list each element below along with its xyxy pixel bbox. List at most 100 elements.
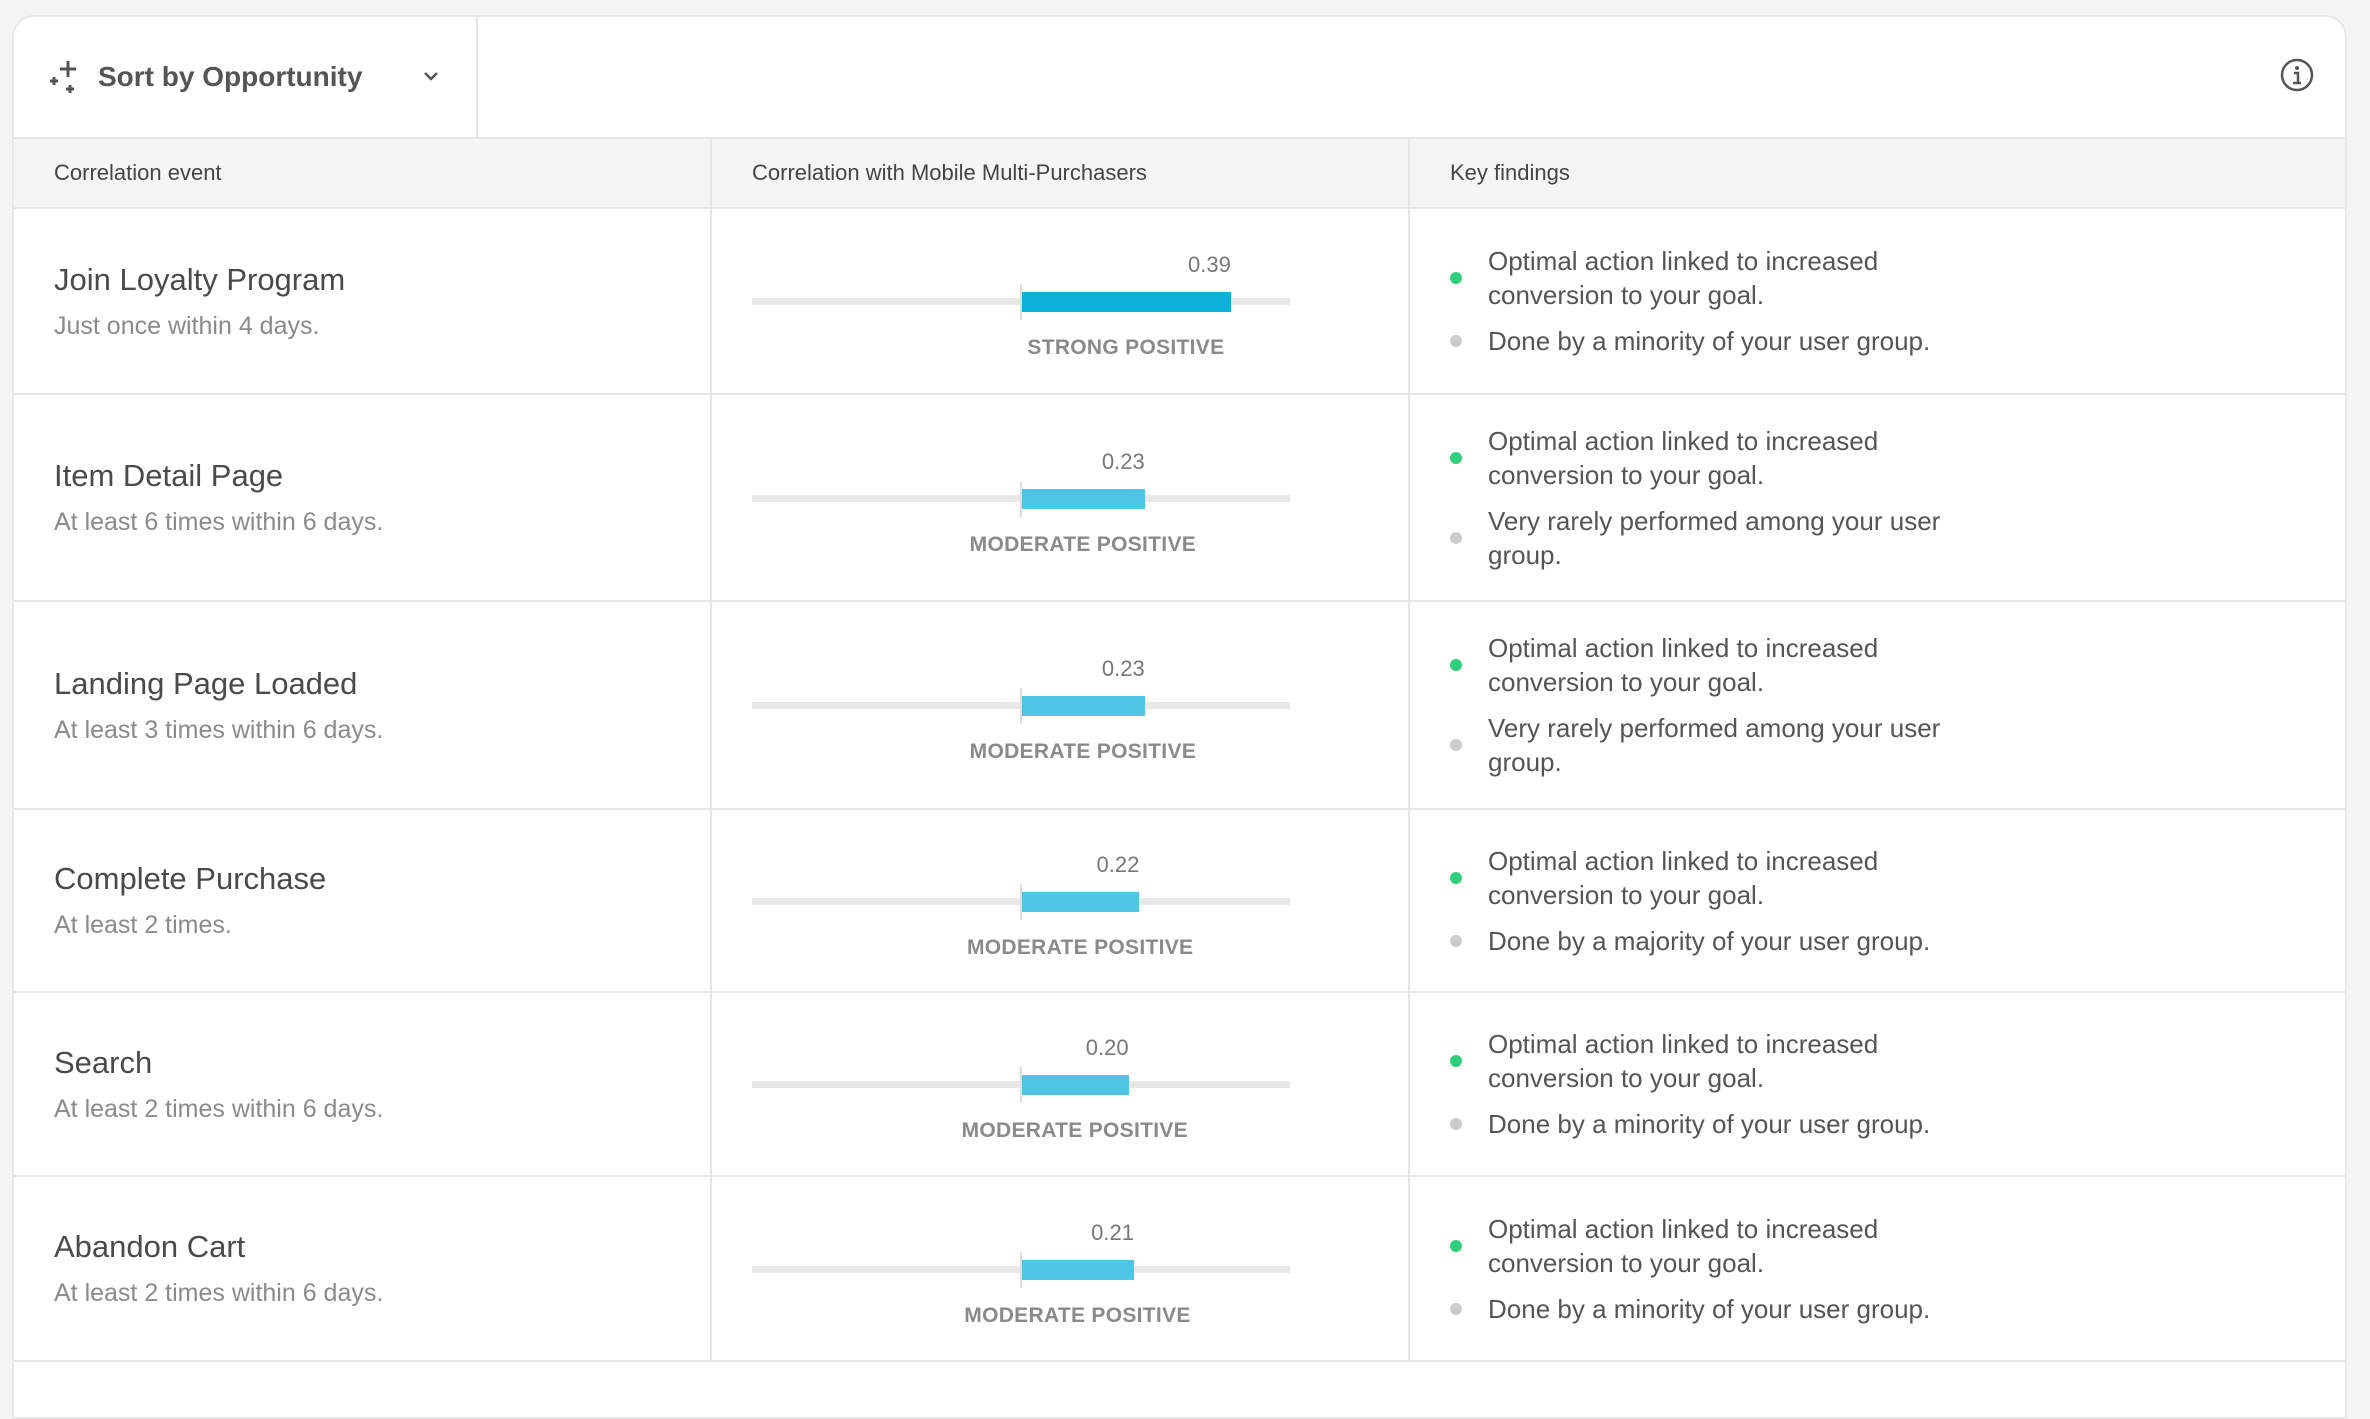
finding-text: Done by a minority of your user group. (1488, 1109, 1931, 1139)
event-condition: At least 2 times. (54, 911, 232, 939)
correlation-value: 0.39 (1187, 252, 1231, 277)
correlation-bar (1022, 1259, 1134, 1280)
correlation-cell: 0.23 MODERATE POSITIVE (712, 602, 1410, 808)
findings-cell: Optimal action linked to increased conve… (1410, 993, 2345, 1175)
event-cell: Search At least 2 times within 6 days. (14, 993, 712, 1175)
correlation-cell: 0.20 MODERATE POSITIVE (712, 993, 1410, 1175)
finding-item: Optimal action linked to increased conve… (1450, 1027, 2345, 1095)
zero-line (1020, 480, 1022, 517)
correlation-bar (1022, 696, 1145, 716)
event-condition: At least 2 times within 6 days. (54, 1279, 384, 1307)
correlation-bar (1022, 292, 1231, 312)
findings-cell: Optimal action linked to increased conve… (1410, 395, 2345, 600)
zero-line (1020, 1067, 1022, 1103)
correlation-panel: Sort by Opportunity Correlation event Co… (12, 15, 2347, 1419)
event-condition: Just once within 4 days. (54, 311, 320, 340)
finding-item: Optimal action linked to increased conve… (1450, 244, 2345, 312)
correlation-bar (1022, 488, 1145, 509)
positive-status-dot-icon (1450, 1239, 1462, 1252)
correlation-strength: MODERATE POSITIVE (969, 740, 1197, 763)
event-condition: At least 3 times within 6 days. (54, 715, 384, 744)
correlation-strength: MODERATE POSITIVE (964, 1303, 1191, 1327)
finding-item: Very rarely performed among your user gr… (1450, 711, 2345, 779)
toolbar: Sort by Opportunity (14, 17, 2345, 139)
zero-line (1020, 284, 1022, 320)
event-cell: Landing Page Loaded At least 3 times wit… (14, 602, 712, 808)
sparkle-icon (50, 61, 76, 93)
correlation-value: 0.23 (1101, 656, 1145, 681)
correlation-value: 0.22 (1096, 851, 1140, 877)
correlation-cell: 0.22 MODERATE POSITIVE (712, 810, 1410, 991)
finding-item: Optimal action linked to increased conve… (1450, 844, 2345, 912)
correlation-value: 0.21 (1091, 1219, 1134, 1245)
correlation-bar (1022, 891, 1140, 912)
sort-label: Sort by Opportunity (98, 61, 363, 92)
table-row[interactable]: Landing Page Loaded At least 3 times wit… (14, 602, 2345, 810)
table-body: Join Loyalty Program Just once within 4 … (14, 209, 2345, 1362)
finding-text: Done by a minority of your user group. (1488, 1293, 1931, 1324)
finding-item: Optimal action linked to increased conve… (1450, 1212, 2345, 1280)
table-row[interactable]: Complete Purchase At least 2 times. 0.22… (14, 810, 2345, 993)
event-cell: Item Detail Page At least 6 times within… (14, 395, 712, 600)
event-name: Search (54, 1044, 153, 1080)
finding-text: Done by a majority of your user group. (1488, 925, 1931, 956)
neutral-status-dot-icon (1450, 1118, 1462, 1130)
positive-status-dot-icon (1450, 659, 1462, 671)
neutral-status-dot-icon (1450, 531, 1462, 544)
correlation-value: 0.23 (1101, 448, 1145, 474)
correlation-strength: MODERATE POSITIVE (961, 1119, 1188, 1142)
finding-text: Optimal action linked to increased conve… (1488, 1029, 1879, 1093)
finding-text: Optimal action linked to increased conve… (1488, 633, 1879, 697)
finding-item: Done by a majority of your user group. (1450, 924, 2345, 958)
finding-text: Optimal action linked to increased conve… (1488, 246, 1879, 310)
finding-item: Very rarely performed among your user gr… (1450, 504, 2345, 572)
table-row[interactable]: Abandon Cart At least 2 times within 6 d… (14, 1177, 2345, 1362)
table-header: Correlation event Correlation with Mobil… (14, 139, 2345, 209)
finding-text: Optimal action linked to increased conve… (1488, 845, 1879, 910)
event-name: Item Detail Page (54, 458, 284, 493)
event-condition: At least 6 times within 6 days. (54, 508, 384, 536)
zero-line (1020, 1251, 1022, 1288)
correlation-cell: 0.39 STRONG POSITIVE (712, 209, 1410, 393)
event-name: Landing Page Loaded (54, 665, 358, 701)
event-cell: Join Loyalty Program Just once within 4 … (14, 209, 712, 393)
info-icon[interactable] (2279, 57, 2315, 93)
event-condition: At least 2 times within 6 days. (54, 1094, 384, 1123)
header-correlation: Correlation with Mobile Multi-Purchasers (712, 139, 1410, 207)
correlation-cell: 0.23 MODERATE POSITIVE (712, 395, 1410, 600)
table-row[interactable]: Join Loyalty Program Just once within 4 … (14, 209, 2345, 395)
correlation-value: 0.20 (1085, 1035, 1129, 1060)
finding-item: Optimal action linked to increased conve… (1450, 631, 2345, 699)
positive-status-dot-icon (1450, 871, 1462, 884)
event-cell: Abandon Cart At least 2 times within 6 d… (14, 1177, 712, 1360)
table-row[interactable]: Item Detail Page At least 6 times within… (14, 395, 2345, 602)
finding-item: Optimal action linked to increased conve… (1450, 424, 2345, 492)
sort-dropdown[interactable]: Sort by Opportunity (14, 17, 478, 137)
event-name: Abandon Cart (54, 1229, 246, 1264)
finding-text: Very rarely performed among your user gr… (1488, 713, 1941, 777)
finding-item: Done by a minority of your user group. (1450, 324, 2345, 358)
event-name: Join Loyalty Program (54, 261, 346, 297)
chevron-down-icon (424, 72, 438, 81)
event-name: Complete Purchase (54, 861, 327, 896)
neutral-status-dot-icon (1450, 739, 1462, 751)
correlation-cell: 0.21 MODERATE POSITIVE (712, 1177, 1410, 1360)
correlation-strength: MODERATE POSITIVE (966, 935, 1194, 959)
findings-cell: Optimal action linked to increased conve… (1410, 209, 2345, 393)
finding-text: Done by a minority of your user group. (1488, 326, 1931, 356)
neutral-status-dot-icon (1450, 934, 1462, 947)
positive-status-dot-icon (1450, 451, 1462, 464)
neutral-status-dot-icon (1450, 1302, 1462, 1315)
correlation-strength: MODERATE POSITIVE (969, 532, 1197, 556)
table-row[interactable]: Search At least 2 times within 6 days. 0… (14, 993, 2345, 1177)
findings-cell: Optimal action linked to increased conve… (1410, 602, 2345, 808)
finding-text: Optimal action linked to increased conve… (1488, 1213, 1879, 1278)
zero-line (1020, 883, 1022, 920)
neutral-status-dot-icon (1450, 335, 1462, 347)
correlation-strength: STRONG POSITIVE (1027, 336, 1225, 359)
finding-text: Optimal action linked to increased conve… (1488, 425, 1879, 490)
correlation-bar (1022, 1075, 1129, 1095)
findings-cell: Optimal action linked to increased conve… (1410, 1177, 2345, 1360)
header-correlation-event: Correlation event (14, 139, 712, 207)
finding-item: Done by a minority of your user group. (1450, 1292, 2345, 1326)
